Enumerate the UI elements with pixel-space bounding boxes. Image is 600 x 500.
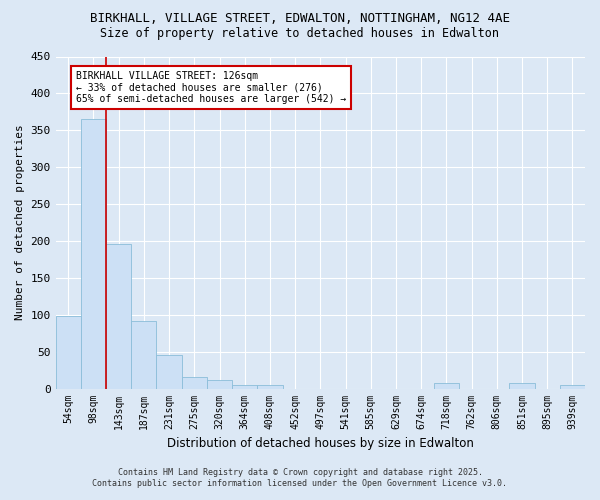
Text: Size of property relative to detached houses in Edwalton: Size of property relative to detached ho…: [101, 28, 499, 40]
Text: Contains HM Land Registry data © Crown copyright and database right 2025.
Contai: Contains HM Land Registry data © Crown c…: [92, 468, 508, 487]
Bar: [81, 119, 106, 388]
Bar: [257, 385, 283, 388]
Bar: [560, 385, 585, 388]
Text: BIRKHALL, VILLAGE STREET, EDWALTON, NOTTINGHAM, NG12 4AE: BIRKHALL, VILLAGE STREET, EDWALTON, NOTT…: [90, 12, 510, 26]
Bar: [434, 382, 459, 388]
Bar: [56, 316, 81, 388]
Bar: [131, 320, 157, 388]
Text: BIRKHALL VILLAGE STREET: 126sqm
← 33% of detached houses are smaller (276)
65% o: BIRKHALL VILLAGE STREET: 126sqm ← 33% of…: [76, 72, 346, 104]
Y-axis label: Number of detached properties: Number of detached properties: [15, 124, 25, 320]
Bar: [207, 380, 232, 388]
Bar: [232, 385, 257, 388]
Bar: [157, 354, 182, 388]
X-axis label: Distribution of detached houses by size in Edwalton: Distribution of detached houses by size …: [167, 437, 474, 450]
Bar: [509, 382, 535, 388]
Bar: [106, 244, 131, 388]
Bar: [182, 376, 207, 388]
